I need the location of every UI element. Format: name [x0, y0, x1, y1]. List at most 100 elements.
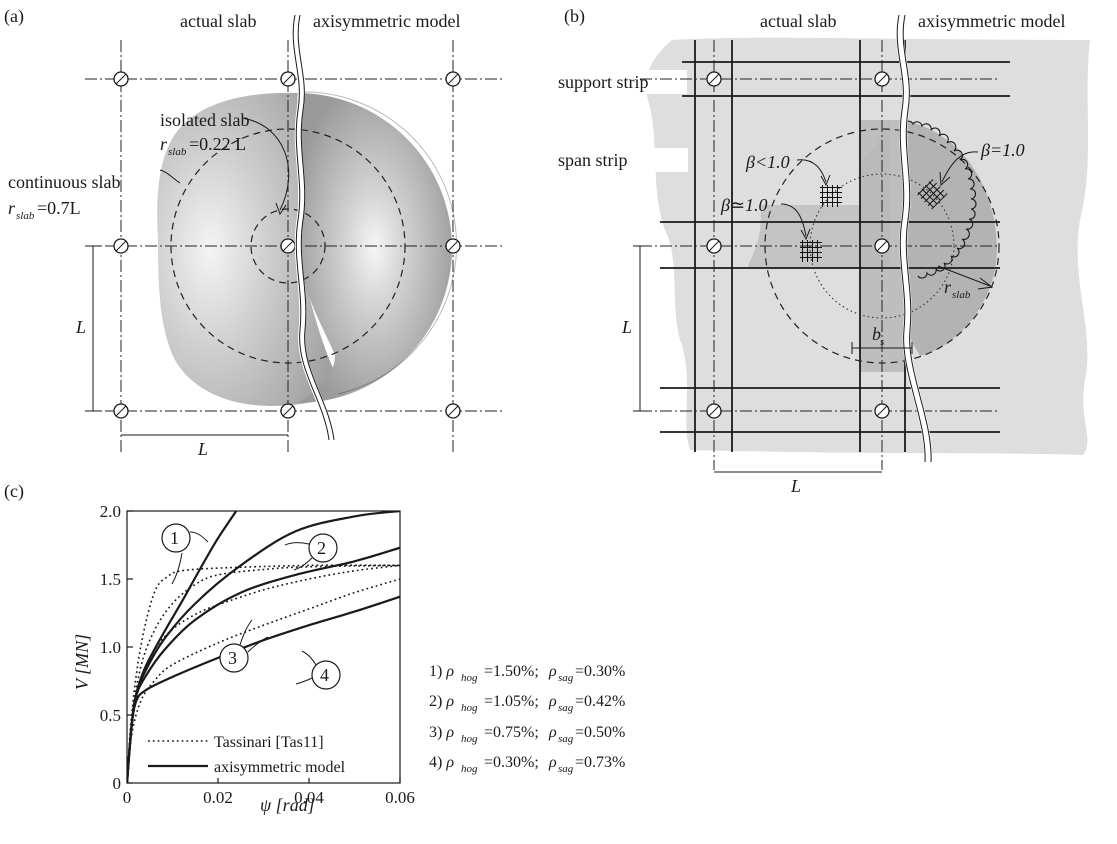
- x-tick-label: 0.02: [203, 788, 233, 807]
- beta-approx-label: β≃1.0: [720, 195, 768, 215]
- panel-c: (c) 0 0.02 0.04 0.06 0 0.5 1.0 1.5 2.0 ψ [rad] V…: [4, 481, 625, 815]
- wavy-cut-line-b: [896, 14, 933, 463]
- x-tick-label: 0.04: [294, 788, 324, 807]
- svg-text:ρ: ρ: [548, 754, 557, 771]
- callout-4: 4: [295, 650, 341, 690]
- isolated-r-label: r: [160, 134, 168, 154]
- svg-text:2: 2: [317, 538, 326, 558]
- svg-text:hog: hog: [461, 733, 478, 745]
- continuous-slab-circle-b: [764, 128, 1000, 364]
- param-row-4: 4) ρ hog =0.30%; ρ sag =0.73%: [429, 754, 625, 775]
- column-icon: [874, 71, 890, 87]
- column-icon: [706, 403, 722, 419]
- dim-label-horizontal-b: L: [790, 476, 801, 496]
- column-icon: [445, 238, 461, 254]
- curves: [127, 511, 400, 783]
- svg-text:sag: sag: [558, 672, 574, 684]
- panel-c-label: (c): [4, 481, 24, 502]
- x-tick-label: 0: [123, 788, 132, 807]
- support-strip-shading: [748, 120, 890, 268]
- y-tick-label: 0.5: [100, 706, 121, 725]
- legend-solid-label: axisymmetric model: [214, 759, 346, 776]
- isolated-slab-label: isolated slab: [160, 110, 249, 130]
- panel-a: (a) actual slab axisymmetric model: [4, 6, 505, 459]
- isolated-r-sub: slab: [168, 146, 187, 158]
- axisymmetric-disk-b: [897, 120, 998, 356]
- svg-text:=0.30%: =0.30%: [575, 663, 625, 680]
- svg-text:hog: hog: [461, 672, 478, 684]
- panel-b: (b) actual slab axisymmetric model: [558, 6, 1090, 496]
- svg-text:3) ρ: 3) ρ: [429, 724, 454, 741]
- scalloped-edge: [903, 120, 977, 279]
- columns-a: [113, 71, 461, 419]
- mesh-symbol: [800, 240, 822, 262]
- callout-1: 1: [161, 523, 209, 585]
- tassinari-curve-4: [127, 578, 400, 783]
- svg-text:4) ρ: 4) ρ: [429, 754, 454, 771]
- column-icon: [706, 238, 722, 254]
- column-icon: [445, 403, 461, 419]
- x-tick-label: 0.06: [385, 788, 415, 807]
- column-icon: [280, 71, 296, 87]
- actual-slab-label-a: actual slab: [180, 11, 256, 31]
- svg-text:sag: sag: [558, 763, 574, 775]
- chart-area: 0 0.02 0.04 0.06 0 0.5 1.0 1.5 2.0: [100, 502, 415, 807]
- isolated-slab-circle: [250, 208, 326, 284]
- callout-2: 2: [284, 533, 338, 571]
- axisymmetric-model-label-a: axisymmetric model: [313, 11, 460, 31]
- y-tick-label: 1.0: [100, 638, 121, 657]
- svg-text:=0.75%;: =0.75%;: [484, 724, 539, 741]
- bs-sub: s: [880, 336, 884, 348]
- y-tick-label: 0: [113, 774, 122, 793]
- svg-text:hog: hog: [461, 702, 478, 714]
- isolated-arrow: [241, 117, 290, 211]
- column-icon: [874, 403, 890, 419]
- panel-b-label: (b): [564, 6, 585, 27]
- dim-label-vertical-b: L: [621, 317, 632, 337]
- dim-label-vertical-a: L: [75, 317, 86, 337]
- svg-text:=0.30%;: =0.30%;: [484, 754, 539, 771]
- span-strip-label: span strip: [558, 150, 628, 170]
- continuous-arrow: [159, 169, 181, 184]
- tassinari-curve-3: [127, 564, 400, 783]
- beta-eq-label: β=1.0: [980, 140, 1025, 160]
- wavy-cut-line-a: [291, 14, 335, 441]
- y-axis-title: V [MN]: [72, 634, 92, 690]
- isolated-r-value: =0.22 L: [189, 134, 246, 154]
- dim-label-horizontal-a: L: [197, 439, 208, 459]
- y-tick-label: 1.5: [100, 570, 121, 589]
- x-axis-title: ψ [rad]: [260, 795, 315, 815]
- actual-slab-shading: [157, 92, 334, 406]
- svg-text:=1.50%;: =1.50%;: [484, 663, 539, 680]
- svg-text:ρ: ρ: [548, 693, 557, 710]
- param-row-3: 3) ρ hog =0.75%; ρ sag =0.50%: [429, 724, 625, 745]
- svg-text:ρ: ρ: [548, 663, 557, 680]
- column-icon: [280, 403, 296, 419]
- column-icon: [445, 71, 461, 87]
- svg-text:=1.05%;: =1.05%;: [484, 693, 539, 710]
- y-tick-label: 2.0: [100, 502, 121, 521]
- param-row-2: 2) ρ hog =1.05%; ρ sag =0.42%: [429, 693, 625, 714]
- bs-label: b: [872, 324, 881, 344]
- svg-text:1) ρ: 1) ρ: [429, 663, 454, 680]
- legend: Tassinari [Tas11] axisymmetric model: [136, 728, 398, 778]
- svg-text:=0.42%: =0.42%: [575, 693, 625, 710]
- svg-text:=0.50%: =0.50%: [575, 724, 625, 741]
- svg-text:4: 4: [320, 665, 329, 685]
- column-icon: [113, 238, 129, 254]
- ticks: 0 0.02 0.04 0.06 0 0.5 1.0 1.5 2.0: [100, 502, 415, 807]
- support-strip-label: support strip: [558, 72, 649, 92]
- continuous-r-sub: slab: [16, 210, 35, 222]
- svg-text:2) ρ: 2) ρ: [429, 693, 454, 710]
- svg-text:3: 3: [228, 648, 237, 668]
- svg-text:=0.73%: =0.73%: [575, 754, 625, 771]
- tassinari-curve-2: [127, 564, 400, 783]
- continuous-slab-label: continuous slab: [8, 172, 121, 192]
- column-icon: [706, 71, 722, 87]
- param-row-1: 1) ρ hog =1.50%; ρ sag =0.30%: [429, 663, 625, 684]
- svg-text:hog: hog: [461, 763, 478, 775]
- continuous-r-label: r: [8, 198, 16, 218]
- continuous-slab-circle: [170, 128, 406, 364]
- r-slab-arrow: [937, 265, 991, 287]
- svg-text:1: 1: [170, 528, 179, 548]
